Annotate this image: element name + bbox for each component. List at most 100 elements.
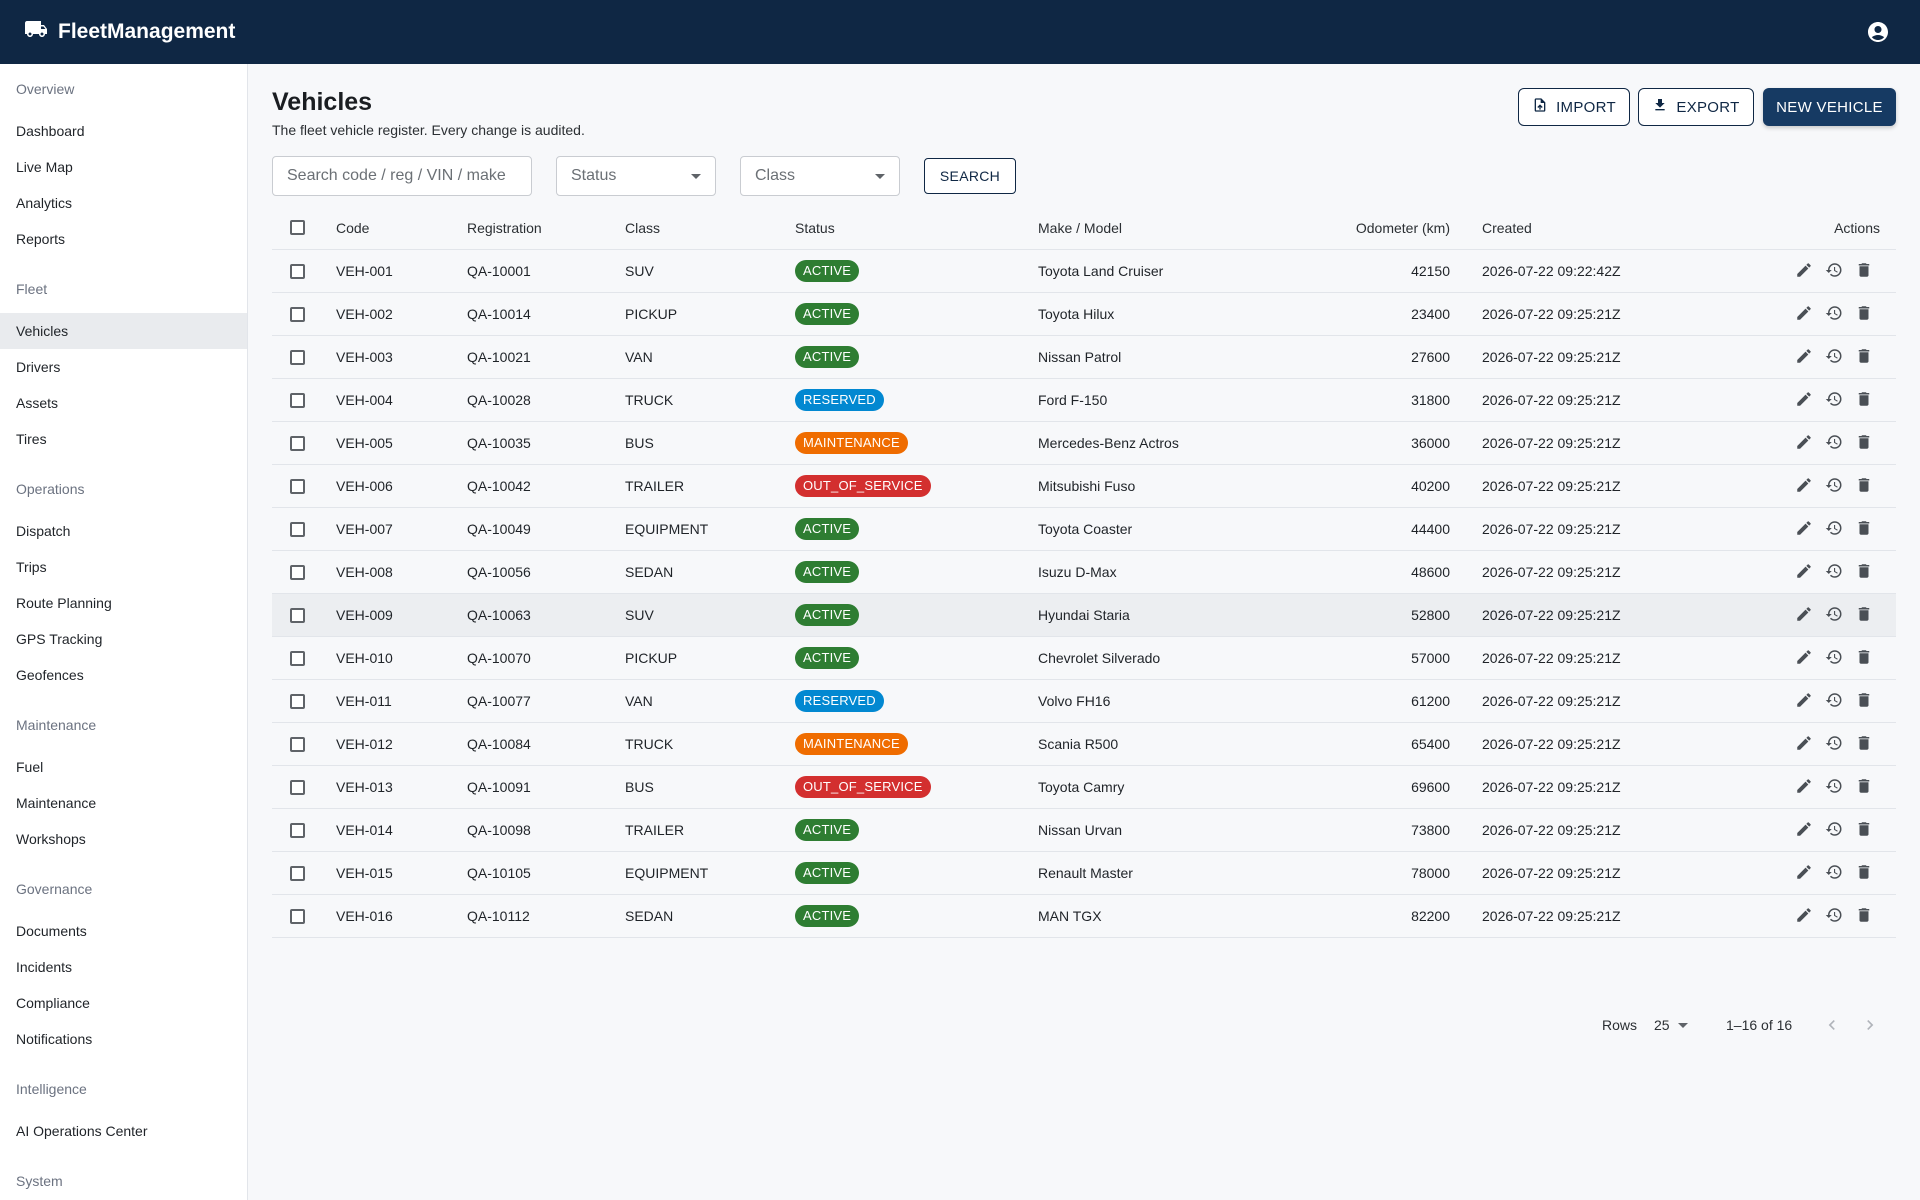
search-button[interactable]: SEARCH	[924, 158, 1016, 194]
search-input[interactable]	[272, 156, 532, 196]
sidebar-item-route-planning[interactable]: Route Planning	[16, 595, 112, 611]
chevron-left-icon[interactable]	[1822, 1010, 1842, 1040]
history-icon[interactable]	[1825, 605, 1843, 626]
row-checkbox[interactable]	[290, 478, 305, 494]
row-checkbox[interactable]	[290, 822, 305, 838]
row-checkbox[interactable]	[290, 736, 305, 752]
history-icon[interactable]	[1825, 777, 1843, 798]
row-checkbox[interactable]	[290, 521, 305, 537]
history-icon[interactable]	[1825, 562, 1843, 583]
table-row[interactable]: VEH-002 QA-10014 PICKUP ACTIVE Toyota Hilux 2…	[272, 293, 1896, 336]
account-circle-icon[interactable]	[1866, 20, 1890, 44]
history-icon[interactable]	[1825, 304, 1843, 325]
edit-icon[interactable]	[1795, 777, 1813, 798]
delete-icon[interactable]	[1855, 390, 1873, 411]
table-row[interactable]: VEH-007 QA-10049 EQUIPMENT ACTIVE Toyota Coa…	[272, 508, 1896, 551]
sidebar-item-geofences[interactable]: Geofences	[16, 667, 84, 683]
table-row[interactable]: VEH-015 QA-10105 EQUIPMENT ACTIVE Renault Ma…	[272, 852, 1896, 895]
row-checkbox[interactable]	[290, 392, 305, 408]
history-icon[interactable]	[1825, 519, 1843, 540]
edit-icon[interactable]	[1795, 691, 1813, 712]
history-icon[interactable]	[1825, 261, 1843, 282]
row-checkbox[interactable]	[290, 435, 305, 451]
edit-icon[interactable]	[1795, 648, 1813, 669]
import-button[interactable]: IMPORT	[1518, 88, 1630, 126]
rows-per-page-select[interactable]: 25	[1654, 1010, 1688, 1040]
edit-icon[interactable]	[1795, 476, 1813, 497]
table-row[interactable]: VEH-005 QA-10035 BUS MAINTENANCE Mercedes-Be…	[272, 422, 1896, 465]
select-all-checkbox[interactable]	[290, 220, 305, 235]
delete-icon[interactable]	[1855, 347, 1873, 368]
export-button[interactable]: EXPORT	[1638, 88, 1754, 126]
edit-icon[interactable]	[1795, 906, 1813, 927]
sidebar-item-drivers[interactable]: Drivers	[16, 359, 61, 375]
new-vehicle-button[interactable]: NEW VEHICLE	[1763, 88, 1896, 126]
edit-icon[interactable]	[1795, 562, 1813, 583]
sidebar-item-documents[interactable]: Documents	[16, 923, 87, 939]
sidebar-item-fuel[interactable]: Fuel	[16, 759, 44, 775]
header-class[interactable]: Class	[625, 219, 661, 236]
sidebar-item-compliance[interactable]: Compliance	[16, 995, 90, 1011]
sidebar-item-ai-operations-center[interactable]: AI Operations Center	[16, 1123, 148, 1139]
edit-icon[interactable]	[1795, 390, 1813, 411]
header-registration[interactable]: Registration	[467, 219, 542, 236]
history-icon[interactable]	[1825, 734, 1843, 755]
table-row[interactable]: VEH-013 QA-10091 BUS OUT_OF_SERVICE Toyota C…	[272, 766, 1896, 809]
table-row[interactable]: VEH-003 QA-10021 VAN ACTIVE Nissan Patrol 276…	[272, 336, 1896, 379]
delete-icon[interactable]	[1855, 863, 1873, 884]
history-icon[interactable]	[1825, 648, 1843, 669]
header-odometer[interactable]: Odometer (km)	[1355, 219, 1450, 236]
history-icon[interactable]	[1825, 863, 1843, 884]
table-row[interactable]: VEH-006 QA-10042 TRAILER OUT_OF_SERVICE Mits…	[272, 465, 1896, 508]
sidebar-item-notifications[interactable]: Notifications	[16, 1031, 93, 1047]
brand[interactable]: FleetManagement	[24, 17, 235, 47]
sidebar-item-analytics[interactable]: Analytics	[16, 195, 73, 211]
history-icon[interactable]	[1825, 433, 1843, 454]
delete-icon[interactable]	[1855, 906, 1873, 927]
edit-icon[interactable]	[1795, 863, 1813, 884]
header-created[interactable]: Created	[1482, 219, 1532, 236]
delete-icon[interactable]	[1855, 734, 1873, 755]
sidebar-item-gps-tracking[interactable]: GPS Tracking	[16, 631, 103, 647]
delete-icon[interactable]	[1855, 605, 1873, 626]
header-code[interactable]: Code	[336, 219, 370, 236]
sidebar-item-incidents[interactable]: Incidents	[16, 959, 73, 975]
header-make-model[interactable]: Make / Model	[1038, 219, 1123, 236]
sidebar-item-assets[interactable]: Assets	[16, 395, 59, 411]
table-row[interactable]: VEH-014 QA-10098 TRAILER ACTIVE Nissan Urvan…	[272, 809, 1896, 852]
row-checkbox[interactable]	[290, 908, 305, 924]
edit-icon[interactable]	[1795, 734, 1813, 755]
header-status[interactable]: Status	[795, 219, 835, 236]
edit-icon[interactable]	[1795, 519, 1813, 540]
edit-icon[interactable]	[1795, 304, 1813, 325]
table-row[interactable]: VEH-009 QA-10063 SUV ACTIVE Hyundai Staria 52…	[272, 594, 1896, 637]
class-select[interactable]: Class	[740, 156, 900, 196]
row-checkbox[interactable]	[290, 607, 305, 623]
table-row[interactable]: VEH-004 QA-10028 TRUCK RESERVED Ford F-150 31…	[272, 379, 1896, 422]
history-icon[interactable]	[1825, 390, 1843, 411]
table-row[interactable]: VEH-012 QA-10084 TRUCK MAINTENANCE Scania R5…	[272, 723, 1896, 766]
table-row[interactable]: VEH-008 QA-10056 SEDAN ACTIVE Isuzu D-Max 486…	[272, 551, 1896, 594]
edit-icon[interactable]	[1795, 605, 1813, 626]
delete-icon[interactable]	[1855, 820, 1873, 841]
row-checkbox[interactable]	[290, 564, 305, 580]
sidebar-item-maintenance[interactable]: Maintenance	[16, 795, 97, 811]
row-checkbox[interactable]	[290, 263, 305, 279]
edit-icon[interactable]	[1795, 261, 1813, 282]
edit-icon[interactable]	[1795, 433, 1813, 454]
history-icon[interactable]	[1825, 347, 1843, 368]
table-row[interactable]: VEH-011 QA-10077 VAN RESERVED Volvo FH16 6120…	[272, 680, 1896, 723]
chevron-right-icon[interactable]	[1860, 1010, 1880, 1040]
sidebar-item-live-map[interactable]: Live Map	[16, 159, 73, 175]
row-checkbox[interactable]	[290, 349, 305, 365]
delete-icon[interactable]	[1855, 261, 1873, 282]
sidebar-item-dashboard[interactable]: Dashboard	[16, 123, 85, 139]
delete-icon[interactable]	[1855, 519, 1873, 540]
history-icon[interactable]	[1825, 906, 1843, 927]
delete-icon[interactable]	[1855, 648, 1873, 669]
sidebar-item-vehicles[interactable]: Vehicles	[0, 313, 247, 349]
delete-icon[interactable]	[1855, 433, 1873, 454]
history-icon[interactable]	[1825, 820, 1843, 841]
row-checkbox[interactable]	[290, 693, 305, 709]
status-select[interactable]: Status	[556, 156, 716, 196]
